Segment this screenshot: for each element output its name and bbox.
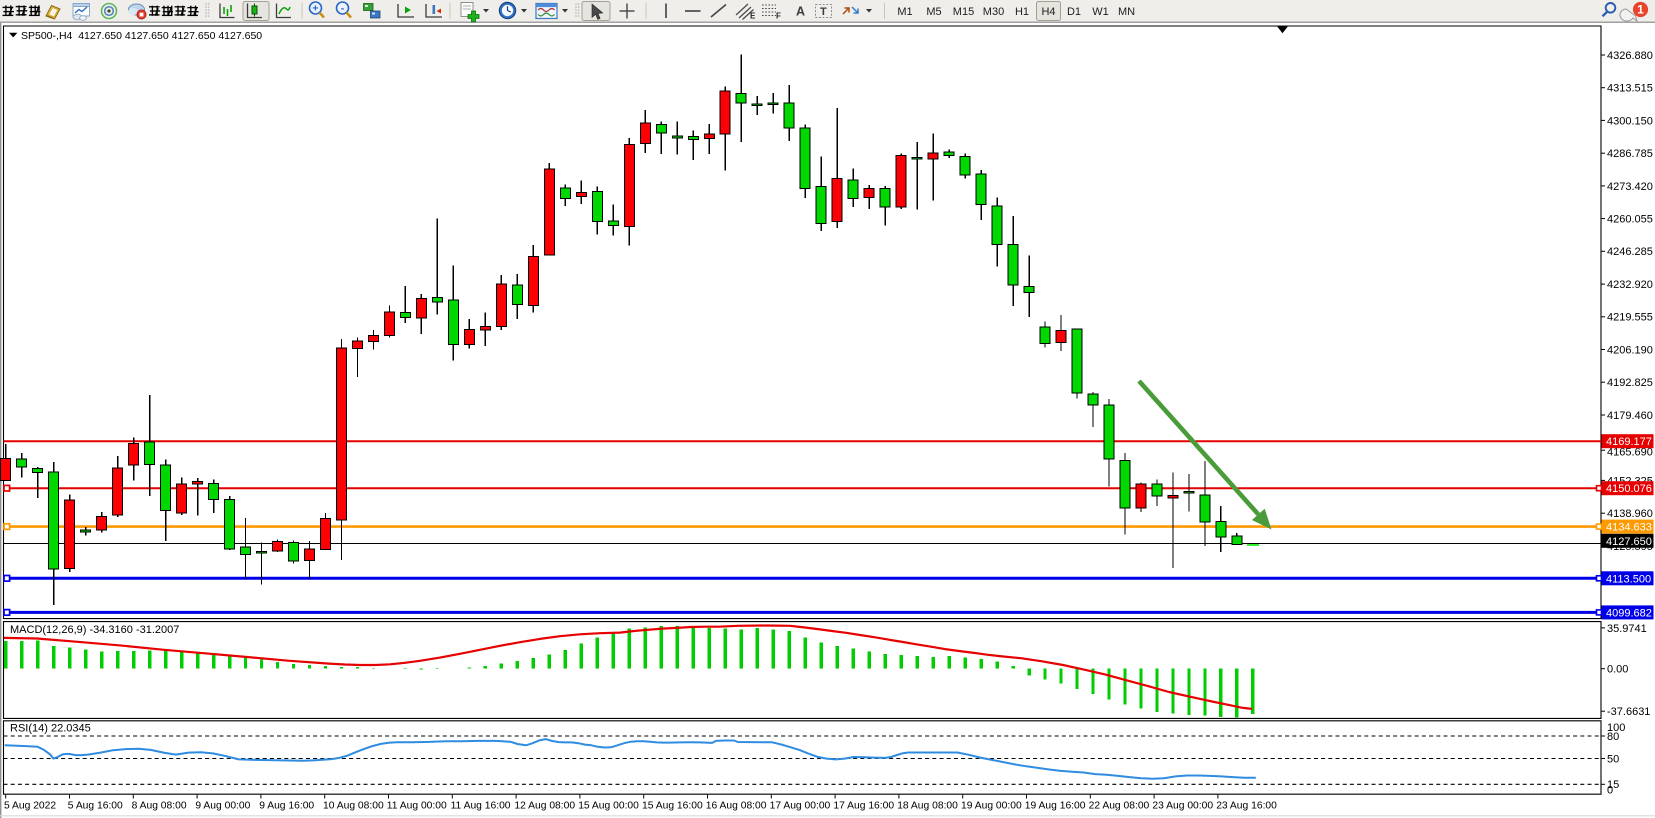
svg-text:4246.285: 4246.285 xyxy=(1607,246,1653,258)
svg-text:4260.055: 4260.055 xyxy=(1607,214,1653,226)
svg-text:T: T xyxy=(820,6,827,18)
svg-text:M5: M5 xyxy=(926,6,941,18)
svg-text:5 Aug 16:00: 5 Aug 16:00 xyxy=(68,801,123,812)
svg-text:35.9741: 35.9741 xyxy=(1607,623,1647,635)
svg-text:18 Aug 08:00: 18 Aug 08:00 xyxy=(897,801,958,812)
svg-text:4169.177: 4169.177 xyxy=(1606,436,1652,448)
svg-text:A: A xyxy=(796,5,805,19)
svg-text:4273.420: 4273.420 xyxy=(1607,181,1653,193)
svg-text:17 Aug 16:00: 17 Aug 16:00 xyxy=(833,801,894,812)
svg-text:11 Aug 00:00: 11 Aug 00:00 xyxy=(387,801,447,812)
svg-text:8 Aug 08:00: 8 Aug 08:00 xyxy=(132,801,187,812)
svg-text:D1: D1 xyxy=(1067,6,1081,18)
svg-text:23 Aug 00:00: 23 Aug 00:00 xyxy=(1152,801,1213,812)
svg-text:4286.785: 4286.785 xyxy=(1607,148,1653,160)
svg-text:H4: H4 xyxy=(1041,6,1055,18)
svg-text:RSI(14) 22.0345: RSI(14) 22.0345 xyxy=(10,723,91,735)
svg-text:4313.515: 4313.515 xyxy=(1607,83,1653,95)
svg-text:4138.960: 4138.960 xyxy=(1607,508,1653,520)
svg-text:5 Aug 2022: 5 Aug 2022 xyxy=(4,801,56,812)
svg-text:MACD(12,26,9) -34.3160 -31.200: MACD(12,26,9) -34.3160 -31.2007 xyxy=(10,624,179,636)
svg-text:19 Aug 00:00: 19 Aug 00:00 xyxy=(961,801,1022,812)
svg-text:SP500-,H4 4127.650 4127.650 4: SP500-,H4 4127.650 4127.650 4127.650 412… xyxy=(21,30,262,42)
svg-text:100: 100 xyxy=(1607,722,1625,734)
svg-text:M15: M15 xyxy=(953,6,974,18)
svg-text:H1: H1 xyxy=(1015,6,1029,18)
svg-text:4232.920: 4232.920 xyxy=(1607,279,1653,291)
svg-text:9 Aug 16:00: 9 Aug 16:00 xyxy=(259,801,314,812)
svg-text:M30: M30 xyxy=(983,6,1004,18)
svg-text:17 Aug 00:00: 17 Aug 00:00 xyxy=(770,801,831,812)
svg-text:19 Aug 16:00: 19 Aug 16:00 xyxy=(1025,801,1086,812)
svg-text:10 Aug 08:00: 10 Aug 08:00 xyxy=(323,801,384,812)
svg-text:4099.682: 4099.682 xyxy=(1606,607,1652,619)
svg-text:4134.633: 4134.633 xyxy=(1606,522,1652,534)
svg-text:MN: MN xyxy=(1118,6,1135,18)
svg-text:F: F xyxy=(776,12,781,21)
svg-text:4326.880: 4326.880 xyxy=(1607,50,1653,62)
svg-text:4179.460: 4179.460 xyxy=(1607,410,1653,422)
svg-text:4127.650: 4127.650 xyxy=(1606,536,1652,548)
svg-text:12 Aug 08:00: 12 Aug 08:00 xyxy=(514,801,575,812)
svg-text:+: + xyxy=(312,2,318,14)
svg-text:4165.690: 4165.690 xyxy=(1607,446,1653,458)
svg-text:-: - xyxy=(341,2,345,14)
svg-text:50: 50 xyxy=(1607,753,1619,765)
svg-text:4206.190: 4206.190 xyxy=(1607,344,1653,356)
svg-text:4113.500: 4113.500 xyxy=(1606,573,1651,585)
svg-text:4192.825: 4192.825 xyxy=(1607,377,1653,389)
svg-text:16 Aug 08:00: 16 Aug 08:00 xyxy=(706,801,767,812)
svg-text:0: 0 xyxy=(1607,784,1613,796)
svg-text:9 Aug 00:00: 9 Aug 00:00 xyxy=(195,801,250,812)
svg-text:15: 15 xyxy=(1607,779,1619,791)
svg-text:80: 80 xyxy=(1607,731,1619,743)
svg-text:15 Aug 16:00: 15 Aug 16:00 xyxy=(642,801,703,812)
svg-text:4150.076: 4150.076 xyxy=(1606,483,1652,495)
svg-text:M1: M1 xyxy=(897,6,912,18)
svg-text:-37.6631: -37.6631 xyxy=(1607,706,1650,718)
svg-text:W1: W1 xyxy=(1092,6,1109,18)
svg-text:4300.150: 4300.150 xyxy=(1607,115,1653,127)
svg-text:11 Aug 16:00: 11 Aug 16:00 xyxy=(451,801,511,812)
svg-text:0.00: 0.00 xyxy=(1607,664,1628,676)
svg-text:15 Aug 00:00: 15 Aug 00:00 xyxy=(578,801,639,812)
svg-text:4219.555: 4219.555 xyxy=(1607,312,1653,324)
svg-text:22 Aug 08:00: 22 Aug 08:00 xyxy=(1089,801,1150,812)
svg-text:E: E xyxy=(750,12,756,21)
svg-text:23 Aug 16:00: 23 Aug 16:00 xyxy=(1216,801,1277,812)
svg-text:1: 1 xyxy=(1637,3,1644,17)
